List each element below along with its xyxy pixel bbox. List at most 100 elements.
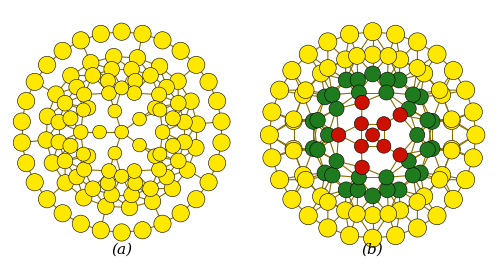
Circle shape <box>340 25 358 43</box>
Circle shape <box>318 219 337 237</box>
Circle shape <box>392 202 408 219</box>
Circle shape <box>172 205 190 222</box>
Circle shape <box>69 169 84 185</box>
Circle shape <box>409 194 426 210</box>
Circle shape <box>350 72 366 88</box>
Circle shape <box>153 103 167 117</box>
Circle shape <box>464 149 482 167</box>
Circle shape <box>48 86 64 102</box>
Circle shape <box>377 117 391 131</box>
Circle shape <box>317 165 333 181</box>
Circle shape <box>416 65 433 82</box>
Circle shape <box>338 72 354 88</box>
Circle shape <box>444 61 462 80</box>
Circle shape <box>270 171 288 189</box>
Circle shape <box>127 164 142 178</box>
Circle shape <box>298 171 314 188</box>
Circle shape <box>305 113 321 129</box>
Circle shape <box>379 85 394 100</box>
Circle shape <box>286 142 302 159</box>
Circle shape <box>354 117 368 131</box>
Circle shape <box>81 149 96 163</box>
Circle shape <box>164 180 180 197</box>
Circle shape <box>405 87 420 102</box>
Circle shape <box>312 188 330 205</box>
Circle shape <box>62 68 79 84</box>
Circle shape <box>72 32 90 49</box>
Circle shape <box>127 86 142 100</box>
Circle shape <box>412 165 428 181</box>
Circle shape <box>57 95 73 111</box>
Circle shape <box>294 167 312 184</box>
Circle shape <box>124 187 140 203</box>
Circle shape <box>428 45 446 63</box>
Circle shape <box>63 138 78 153</box>
Circle shape <box>26 73 44 91</box>
Circle shape <box>324 167 340 183</box>
Circle shape <box>424 113 440 129</box>
Circle shape <box>456 81 474 99</box>
Circle shape <box>179 162 196 178</box>
Circle shape <box>391 182 407 198</box>
Circle shape <box>38 56 56 73</box>
Circle shape <box>352 85 366 100</box>
Circle shape <box>98 198 114 214</box>
Circle shape <box>364 23 382 41</box>
Circle shape <box>416 188 433 205</box>
Circle shape <box>380 206 396 222</box>
Circle shape <box>156 125 170 139</box>
Circle shape <box>200 174 217 191</box>
Circle shape <box>336 202 353 219</box>
Circle shape <box>391 72 407 88</box>
Text: (b): (b) <box>362 243 384 257</box>
Circle shape <box>108 104 122 118</box>
Circle shape <box>338 182 354 198</box>
Circle shape <box>170 95 186 111</box>
Circle shape <box>329 101 344 116</box>
Circle shape <box>104 187 120 203</box>
Circle shape <box>100 73 116 88</box>
Circle shape <box>57 153 73 169</box>
Circle shape <box>409 60 426 76</box>
Circle shape <box>352 170 366 185</box>
Circle shape <box>377 139 391 153</box>
Circle shape <box>159 79 174 95</box>
Text: (a): (a) <box>111 243 132 257</box>
Circle shape <box>348 206 366 222</box>
Circle shape <box>443 111 460 128</box>
Circle shape <box>408 219 426 237</box>
Circle shape <box>443 112 460 129</box>
Circle shape <box>142 68 158 83</box>
Circle shape <box>213 113 230 130</box>
Circle shape <box>51 134 66 150</box>
Circle shape <box>76 87 92 102</box>
Circle shape <box>200 73 217 91</box>
Circle shape <box>104 61 120 77</box>
Circle shape <box>76 162 92 177</box>
Circle shape <box>285 140 302 158</box>
Circle shape <box>38 132 54 148</box>
Circle shape <box>379 170 394 185</box>
Circle shape <box>294 86 312 103</box>
Circle shape <box>298 82 314 99</box>
Circle shape <box>431 171 448 188</box>
Circle shape <box>401 154 416 169</box>
Circle shape <box>144 193 160 210</box>
Circle shape <box>108 146 122 160</box>
Circle shape <box>380 72 395 88</box>
Circle shape <box>100 176 116 191</box>
Circle shape <box>380 182 395 198</box>
Circle shape <box>38 191 56 208</box>
Circle shape <box>329 154 344 169</box>
Circle shape <box>152 87 166 102</box>
Circle shape <box>182 93 199 109</box>
Circle shape <box>386 226 404 245</box>
Circle shape <box>170 73 186 89</box>
Circle shape <box>176 134 192 150</box>
Circle shape <box>13 113 30 130</box>
Circle shape <box>13 134 30 151</box>
Circle shape <box>82 54 99 71</box>
Circle shape <box>355 95 370 110</box>
Circle shape <box>18 92 35 110</box>
Circle shape <box>456 171 474 189</box>
